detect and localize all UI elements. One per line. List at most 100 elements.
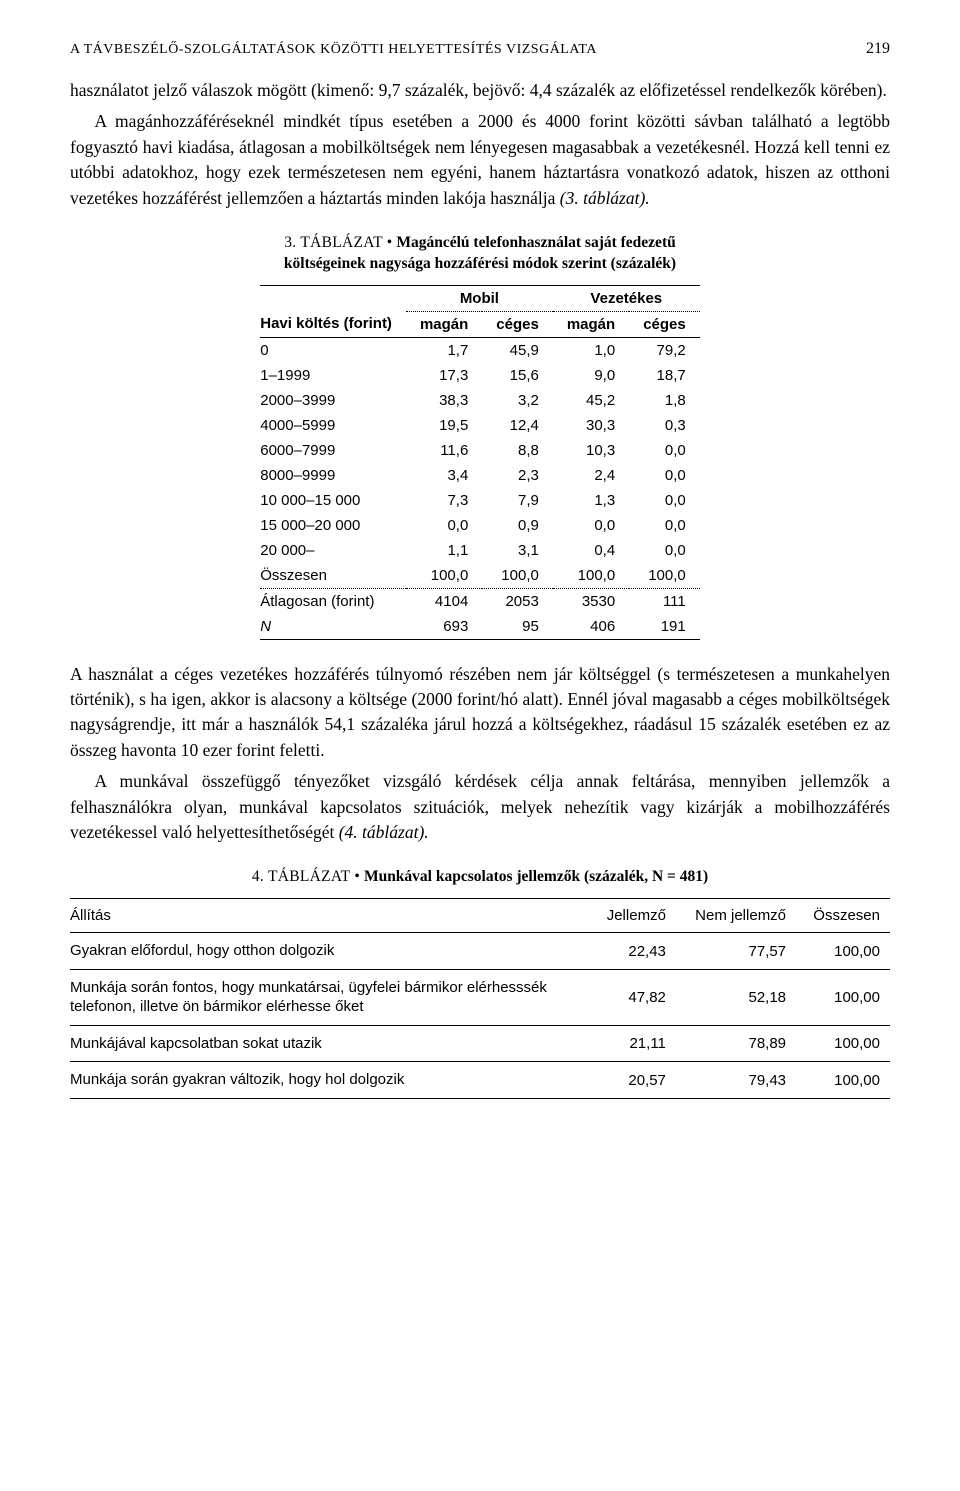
table-row: 15 000–20 0000,00,90,00,0 [260,513,700,538]
table3-row-label: 8000–9999 [260,463,406,488]
running-title: A TÁVBESZÉLŐ-SZOLGÁLTATÁSOK KÖZÖTTI HELY… [70,42,597,58]
table3-total-1: 100,0 [406,563,482,589]
page-header: A TÁVBESZÉLŐ-SZOLGÁLTATÁSOK KÖZÖTTI HELY… [70,40,890,58]
table3-group-mobil: Mobil [406,285,553,311]
table-row: Munkája során gyakran változik, hogy hol… [70,1062,890,1099]
table4-cell: 100,00 [796,1062,890,1099]
table3-cell: 0,0 [629,438,700,463]
table3-avg-label: Átlagosan (forint) [260,588,406,614]
table3-cell: 2,3 [482,463,553,488]
table3-avg-2: 2053 [482,588,553,614]
table3-cell: 0,9 [482,513,553,538]
table3-n-label: N [260,614,406,640]
table3-row-label: 0 [260,337,406,363]
table3-avg-1: 4104 [406,588,482,614]
table-row: 4000–599919,512,430,30,3 [260,413,700,438]
table3-row-label: 1–1999 [260,363,406,388]
table3-row-label: 20 000– [260,538,406,563]
table4-statement: Munkája során gyakran változik, hogy hol… [70,1062,590,1099]
table3: Mobil Vezetékes Havi költés (forint) mag… [260,285,700,640]
table3-cell: 7,3 [406,488,482,513]
table3-cell: 3,2 [482,388,553,413]
table4-caption: 4. TÁBLÁZAT • Munkával kapcsolatos jelle… [70,867,890,888]
table3-cell: 1,3 [553,488,629,513]
table3-cell: 18,7 [629,363,700,388]
paragraph-4: A munkával összefüggő tényezőket vizsgál… [70,769,890,845]
table3-cell: 0,0 [629,463,700,488]
table3-row-label: 6000–7999 [260,438,406,463]
table4-cell: 100,00 [796,969,890,1025]
table3-title-line1: Magáncélú telefonhasználat saját fedezet… [396,234,675,251]
table3-cell: 0,0 [629,538,700,563]
table3-sub-ceges-mobil: céges [482,311,553,337]
table3-label: 3. TÁBLÁZAT • [284,234,392,251]
table3-cell: 79,2 [629,337,700,363]
table3-cell: 7,9 [482,488,553,513]
table-row: 8000–99993,42,32,40,0 [260,463,700,488]
table3-cell: 3,4 [406,463,482,488]
table-row: Munkája során fontos, hogy munkatársai, … [70,969,890,1025]
table3-cell: 8,8 [482,438,553,463]
table4-cell: 79,43 [676,1062,796,1099]
table4-cell: 100,00 [796,1025,890,1062]
table3-row-label: 10 000–15 000 [260,488,406,513]
paragraph-2: A magánhozzáféréseknél mindkét típus ese… [70,109,890,211]
table3-n-3: 406 [553,614,629,640]
table3-row-label: 2000–3999 [260,388,406,413]
table4-title: Munkával kapcsolatos jellemzők (százalék… [364,868,708,885]
table3-cell: 0,0 [553,513,629,538]
table4-cell: 100,00 [796,933,890,970]
table3-cell: 0,4 [553,538,629,563]
table3-caption: 3. TÁBLÁZAT • Magáncélú telefonhasználat… [70,233,890,275]
table3-total-label: Összesen [260,563,406,589]
paragraph-3: A használat a céges vezetékes hozzáférés… [70,662,890,764]
table3-cell: 0,0 [629,513,700,538]
table4: Állítás Jellemző Nem jellemző Összesen G… [70,898,890,1099]
table4-statement: Munkájával kapcsolatban sokat utazik [70,1025,590,1062]
table4-statement: Munkája során fontos, hogy munkatársai, … [70,969,590,1025]
table3-avg-4: 111 [629,588,700,614]
table3-cell: 0,3 [629,413,700,438]
table-row: 1–199917,315,69,018,7 [260,363,700,388]
table3-row-header: Havi költés (forint) [260,311,406,337]
table-row: 6000–799911,68,810,30,0 [260,438,700,463]
table3-cell: 2,4 [553,463,629,488]
table3-cell: 1,0 [553,337,629,363]
table3-n-4: 191 [629,614,700,640]
table4-cell: 21,11 [590,1025,676,1062]
table3-cell: 15,6 [482,363,553,388]
table4-cell: 22,43 [590,933,676,970]
table3-row-label: 15 000–20 000 [260,513,406,538]
table4-cell: 52,18 [676,969,796,1025]
table4-cell: 20,57 [590,1062,676,1099]
table3-cell: 30,3 [553,413,629,438]
table3-cell: 38,3 [406,388,482,413]
table4-col-nem-jellemzo: Nem jellemző [676,899,796,933]
paragraph-4-text: A munkával összefüggő tényezőket vizsgál… [70,771,890,842]
table4-col-jellemzo: Jellemző [590,899,676,933]
table3-total-4: 100,0 [629,563,700,589]
table-row: Munkájával kapcsolatban sokat utazik21,1… [70,1025,890,1062]
table-row: 10 000–15 0007,37,91,30,0 [260,488,700,513]
table3-sub-ceges-vez: céges [629,311,700,337]
table3-n-2: 95 [482,614,553,640]
table3-cell: 1,7 [406,337,482,363]
table3-cell: 0,0 [629,488,700,513]
table3-group-vezetekes: Vezetékes [553,285,700,311]
table4-col-stmt: Állítás [70,899,590,933]
table3-row-label: 4000–5999 [260,413,406,438]
paragraph-1: használatot jelző válaszok mögött (kimen… [70,78,890,103]
table3-avg-3: 3530 [553,588,629,614]
table3-sub-magan-mobil: magán [406,311,482,337]
table3-total-3: 100,0 [553,563,629,589]
table3-cell: 1,8 [629,388,700,413]
table-row: 2000–399938,33,245,21,8 [260,388,700,413]
paragraph-2-text: A magánhozzáféréseknél mindkét típus ese… [70,111,890,207]
table3-title-line2: költségeinek nagysága hozzáférési módok … [284,255,676,272]
table3-sub-magan-vez: magán [553,311,629,337]
table3-cell: 9,0 [553,363,629,388]
page-number: 219 [866,40,890,58]
table3-cell: 17,3 [406,363,482,388]
table-row: 01,745,91,079,2 [260,337,700,363]
table4-statement: Gyakran előfordul, hogy otthon dolgozik [70,933,590,970]
